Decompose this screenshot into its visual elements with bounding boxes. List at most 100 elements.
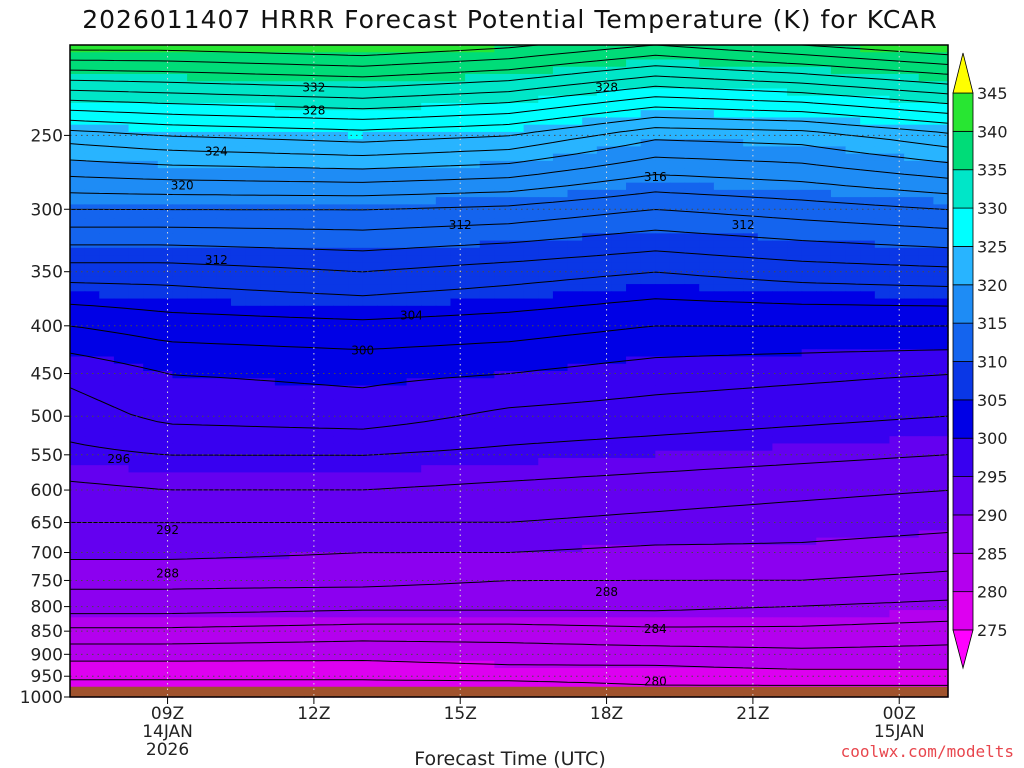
field-cell <box>435 320 452 329</box>
field-cell <box>538 247 554 256</box>
field-cell <box>918 399 934 408</box>
field-cell <box>640 552 656 560</box>
field-cell <box>479 139 495 148</box>
field-cell <box>172 530 188 539</box>
field-cell <box>216 559 232 568</box>
field-cell <box>918 552 934 560</box>
field-cell <box>801 486 817 495</box>
field-cell <box>216 515 232 524</box>
field-cell <box>391 414 408 423</box>
field-cell <box>904 595 920 604</box>
field-cell <box>157 559 174 568</box>
field-cell <box>816 110 832 119</box>
field-cell <box>596 182 613 191</box>
field-cell <box>523 102 539 111</box>
field-cell <box>143 465 159 474</box>
field-cell <box>787 523 803 531</box>
field-cell <box>391 189 408 198</box>
field-cell <box>289 327 305 336</box>
field-cell <box>743 523 759 531</box>
field-cell <box>274 189 291 198</box>
field-cell <box>494 197 510 205</box>
field-cell <box>933 226 949 234</box>
field-cell <box>640 631 656 640</box>
field-cell <box>406 392 422 401</box>
field-cell <box>113 472 130 481</box>
field-cell <box>362 501 378 510</box>
field-cell <box>377 356 393 365</box>
field-cell <box>230 385 247 394</box>
field-cell <box>713 371 730 379</box>
field-cell <box>348 595 364 604</box>
field-cell <box>435 88 452 97</box>
field-cell <box>216 218 232 227</box>
field-cell <box>655 428 671 437</box>
field-cell <box>465 189 481 198</box>
field-cell <box>626 501 642 510</box>
field-cell <box>406 639 422 647</box>
field-cell <box>816 139 832 148</box>
field-cell <box>216 450 232 459</box>
field-cell <box>84 110 100 119</box>
field-cell <box>260 95 276 104</box>
field-cell <box>187 610 203 618</box>
field-cell <box>172 552 188 560</box>
field-cell <box>757 342 773 350</box>
field-cell <box>333 631 349 640</box>
field-cell <box>494 262 510 271</box>
field-cell <box>538 131 554 140</box>
field-cell <box>113 457 130 466</box>
field-cell <box>113 414 130 423</box>
field-cell <box>70 537 86 546</box>
field-cell <box>216 356 232 365</box>
field-cell <box>801 218 817 227</box>
field-cell <box>465 153 481 162</box>
field-cell <box>523 479 539 488</box>
field-cell <box>699 291 715 300</box>
field-cell <box>70 146 86 155</box>
field-cell <box>128 371 144 379</box>
field-cell <box>523 421 539 430</box>
field-cell <box>523 530 539 539</box>
field-cell <box>713 363 730 372</box>
field-cell <box>128 486 144 495</box>
field-cell <box>567 559 583 568</box>
field-cell <box>421 486 437 495</box>
field-cell <box>494 631 510 640</box>
field-cell <box>918 131 934 140</box>
field-cell <box>348 581 364 589</box>
field-cell <box>787 371 803 379</box>
field-cell <box>362 102 378 111</box>
field-cell <box>552 436 569 445</box>
field-cell <box>801 45 817 53</box>
field-cell <box>362 371 378 379</box>
field-cell <box>830 617 847 626</box>
field-cell <box>187 255 203 263</box>
field-cell <box>787 153 803 162</box>
field-cell <box>772 284 788 292</box>
field-cell <box>860 124 876 133</box>
field-cell <box>552 320 569 329</box>
field-cell <box>318 313 334 321</box>
field-cell <box>889 465 905 474</box>
field-cell <box>757 566 773 575</box>
field-cell <box>787 631 803 640</box>
field-cell <box>230 66 247 75</box>
field-cell <box>230 494 247 502</box>
field-cell <box>655 45 671 53</box>
field-cell <box>84 124 100 133</box>
field-cell <box>216 262 232 271</box>
field-cell <box>640 95 656 104</box>
field-cell <box>669 356 686 365</box>
field-cell <box>157 624 174 633</box>
field-cell <box>187 581 203 589</box>
field-cell <box>479 320 495 329</box>
field-cell <box>333 313 349 321</box>
field-cell <box>479 581 495 589</box>
field-cell <box>274 349 291 358</box>
field-cell <box>845 552 861 560</box>
field-cell <box>509 385 525 394</box>
field-cell <box>362 443 378 452</box>
field-cell <box>538 552 554 560</box>
field-cell <box>128 269 144 278</box>
